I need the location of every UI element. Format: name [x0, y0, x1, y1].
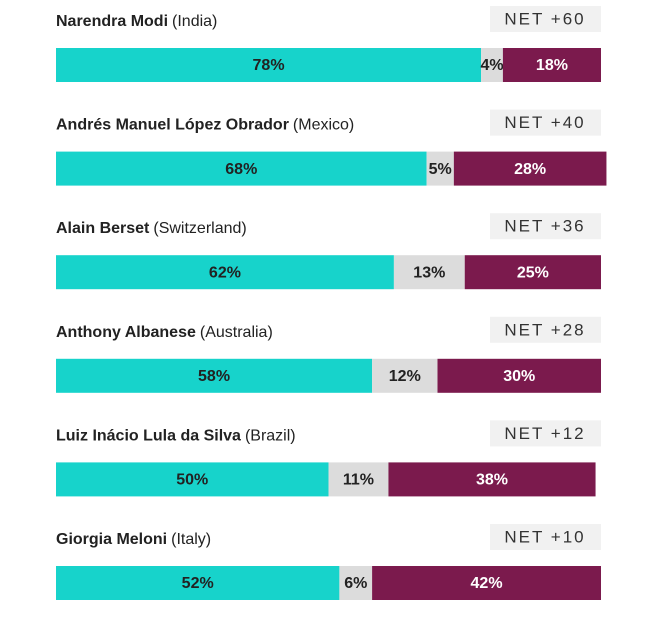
value-label: 30% [503, 368, 535, 385]
value-label: 13% [413, 264, 445, 281]
row-label: Narendra Modi (India) [56, 13, 217, 30]
bar-segment [56, 48, 482, 82]
value-label: 25% [517, 264, 549, 281]
row-label: Andrés Manuel López Obrador (Mexico) [56, 117, 354, 134]
bar-segment [388, 462, 596, 497]
net-box [490, 316, 601, 343]
net-label: NET +10 [504, 527, 585, 546]
country: (Mexico) [293, 117, 354, 134]
value-label: 11% [343, 472, 374, 489]
leader-name: Anthony Albanese [56, 324, 196, 341]
country: (India) [172, 13, 217, 30]
bar-segment [464, 255, 601, 290]
value-label: 38% [476, 472, 508, 489]
net-box [490, 6, 601, 32]
net-box [490, 524, 601, 550]
row-label: Luiz Inácio Lula da Silva (Brazil) [56, 428, 296, 445]
bar-segment [426, 151, 454, 186]
bar-segment [56, 462, 329, 497]
value-label: 78% [253, 57, 285, 74]
bar-segment [372, 358, 438, 393]
leader-name: Narendra Modi [56, 13, 168, 30]
leader-name: Andrés Manuel López Obrador [56, 117, 289, 134]
net-label: NET +40 [504, 113, 585, 132]
net-label: NET +12 [504, 424, 585, 443]
net-label: NET +28 [504, 320, 585, 339]
net-box [490, 213, 601, 240]
row-label: Anthony Albanese (Australia) [56, 324, 273, 341]
bar-segment [56, 255, 394, 290]
country: (Brazil) [245, 428, 296, 445]
bar-segment [453, 151, 607, 186]
country: (Italy) [171, 531, 211, 548]
bar-segment [437, 358, 601, 393]
bar-segment [56, 151, 427, 186]
bar-segment [56, 566, 340, 600]
value-label: 6% [344, 575, 367, 592]
value-label: 62% [209, 264, 241, 281]
bar-segment [56, 358, 373, 393]
value-label: 58% [198, 368, 230, 385]
value-label: 68% [225, 161, 257, 178]
bar-segment [481, 48, 503, 82]
value-label: 5% [429, 161, 452, 178]
row-label: Alain Berset (Switzerland) [56, 220, 247, 237]
value-label: 52% [182, 575, 214, 592]
value-label: 50% [176, 472, 208, 489]
bar-segment [372, 566, 601, 600]
country: (Switzerland) [153, 220, 246, 237]
net-label: NET +36 [504, 217, 585, 236]
row-label: Giorgia Meloni (Italy) [56, 531, 211, 548]
leader-name: Alain Berset [56, 220, 150, 237]
value-label: 12% [389, 368, 421, 385]
bar-segment [339, 566, 373, 600]
net-label: NET +60 [504, 9, 585, 28]
leader-name: Luiz Inácio Lula da Silva [56, 428, 241, 445]
value-label: 28% [514, 161, 546, 178]
bar-segment [328, 462, 389, 497]
net-box [490, 109, 601, 136]
net-box [490, 420, 601, 447]
country: (Australia) [200, 324, 273, 341]
bar-segment [393, 255, 465, 290]
leader-name: Giorgia Meloni [56, 531, 167, 548]
value-label: 18% [536, 57, 568, 74]
value-label: 4% [480, 57, 503, 74]
bar-segment [502, 48, 601, 82]
value-label: 42% [471, 575, 503, 592]
